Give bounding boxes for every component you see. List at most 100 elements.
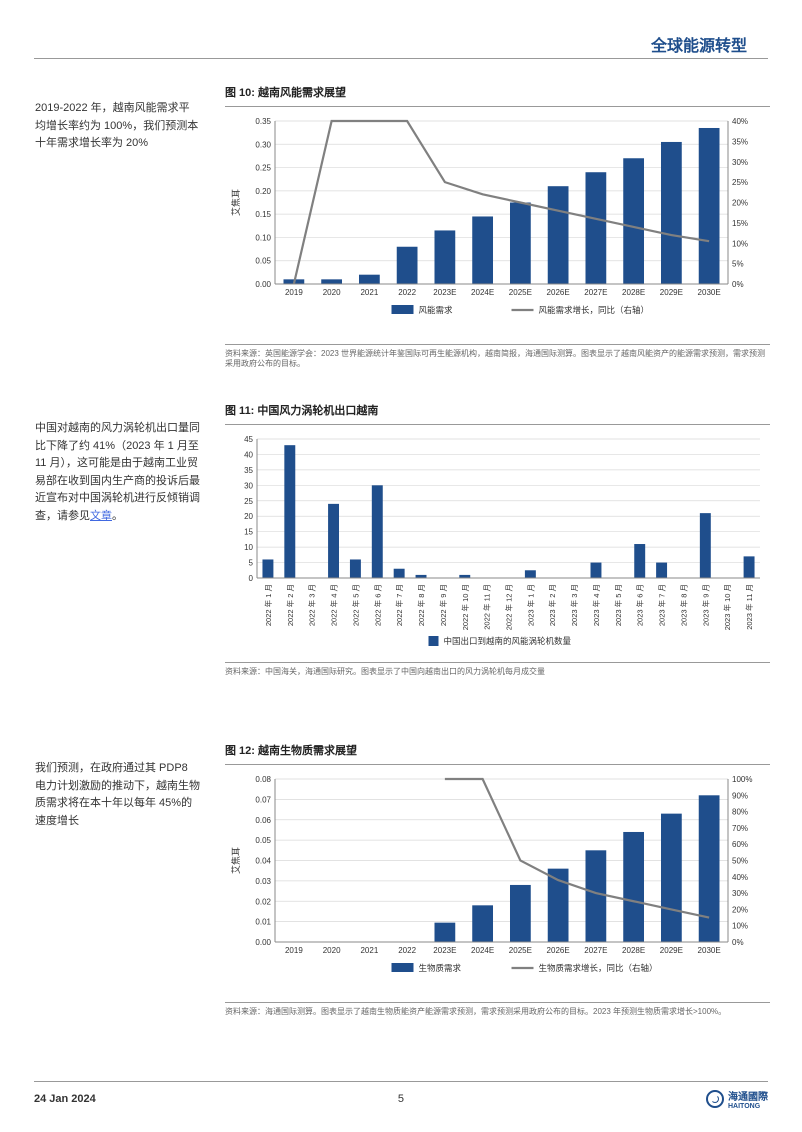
- svg-text:0.05: 0.05: [255, 257, 271, 266]
- chart-11-source: 资料来源：中国海关，海通国际研究。图表显示了中国向越南出口的风力涡轮机每月成交量: [225, 667, 770, 677]
- svg-text:40%: 40%: [732, 873, 748, 882]
- svg-text:2023 年 6 月: 2023 年 6 月: [635, 584, 645, 626]
- svg-text:70%: 70%: [732, 824, 748, 833]
- svg-text:0.08: 0.08: [255, 775, 271, 784]
- chart-10-block: 图 10: 越南风能需求展望 0.00 0.05 0.10 0.15 0.20 0.25 0…: [225, 84, 770, 370]
- svg-text:20%: 20%: [732, 199, 748, 208]
- svg-text:2028E: 2028E: [622, 946, 645, 955]
- svg-text:2025E: 2025E: [509, 288, 532, 297]
- svg-text:0.20: 0.20: [255, 187, 271, 196]
- svg-text:5: 5: [249, 559, 254, 568]
- svg-text:中国出口到越南的风能涡轮机数量: 中国出口到越南的风能涡轮机数量: [444, 636, 572, 646]
- svg-text:0.05: 0.05: [255, 836, 271, 845]
- svg-text:40: 40: [244, 450, 253, 459]
- svg-text:30: 30: [244, 481, 253, 490]
- svg-text:2023E: 2023E: [433, 288, 456, 297]
- svg-text:2022 年 1 月: 2022 年 1 月: [263, 584, 273, 626]
- svg-text:2028E: 2028E: [622, 288, 645, 297]
- svg-text:2022 年 2 月: 2022 年 2 月: [285, 584, 295, 626]
- svg-text:2023E: 2023E: [433, 946, 456, 955]
- article-link[interactable]: 文章: [90, 510, 112, 522]
- svg-text:30%: 30%: [732, 889, 748, 898]
- svg-text:20%: 20%: [732, 905, 748, 914]
- svg-text:2023 年 11 月: 2023 年 11 月: [744, 584, 754, 630]
- header-divider: [34, 58, 768, 59]
- svg-text:2019: 2019: [285, 288, 303, 297]
- svg-text:25%: 25%: [732, 178, 748, 187]
- svg-text:2024E: 2024E: [471, 288, 494, 297]
- svg-text:2023 年 3 月: 2023 年 3 月: [569, 584, 579, 626]
- footer-brand: 海通國際: [728, 1088, 768, 1103]
- svg-text:0.10: 0.10: [255, 233, 271, 242]
- svg-text:2021: 2021: [360, 946, 378, 955]
- svg-text:80%: 80%: [732, 808, 748, 817]
- svg-text:100%: 100%: [732, 775, 752, 784]
- side-note-2: 中国对越南的风力涡轮机出口量同比下降了约 41%（2023 年 1 月至 11 …: [35, 420, 200, 526]
- svg-text:15%: 15%: [732, 219, 748, 228]
- svg-text:50%: 50%: [732, 857, 748, 866]
- svg-text:45: 45: [244, 435, 253, 444]
- svg-text:0.07: 0.07: [255, 795, 271, 804]
- svg-text:0.25: 0.25: [255, 164, 271, 173]
- svg-text:40%: 40%: [732, 117, 748, 126]
- footer-logo: 海通國際 HAITONG: [706, 1088, 768, 1110]
- svg-text:2022 年 10 月: 2022 年 10 月: [460, 584, 470, 630]
- svg-text:0.02: 0.02: [255, 897, 271, 906]
- svg-text:2020: 2020: [323, 946, 341, 955]
- svg-text:20: 20: [244, 512, 253, 521]
- page-header-title: 全球能源转型: [651, 32, 747, 56]
- chart-11-title: 图 11: 中国风力涡轮机出口越南: [225, 402, 770, 418]
- chart-12-source: 资料来源：海通国际测算。图表显示了越南生物质能资产能源需求预测，需求预测采用政府…: [225, 1007, 770, 1017]
- svg-text:2022: 2022: [398, 946, 416, 955]
- svg-text:35%: 35%: [732, 137, 748, 146]
- svg-text:2027E: 2027E: [584, 946, 607, 955]
- svg-text:10%: 10%: [732, 239, 748, 248]
- svg-text:2024E: 2024E: [471, 946, 494, 955]
- side-note-3: 我们预测，在政府通过其 PDP8 电力计划激励的推动下，越南生物质需求将在本十年…: [35, 760, 200, 830]
- svg-text:2029E: 2029E: [660, 288, 683, 297]
- svg-text:0.01: 0.01: [255, 918, 271, 927]
- svg-text:35: 35: [244, 466, 253, 475]
- svg-text:2027E: 2027E: [584, 288, 607, 297]
- svg-text:2023 年 9 月: 2023 年 9 月: [700, 584, 710, 626]
- chart-11-block: 图 11: 中国风力涡轮机出口越南 0510152025303540452022…: [225, 402, 770, 677]
- svg-text:2022 年 9 月: 2022 年 9 月: [438, 584, 448, 626]
- svg-text:2023 年 5 月: 2023 年 5 月: [613, 584, 623, 626]
- svg-text:15: 15: [244, 528, 253, 537]
- svg-text:10: 10: [244, 543, 253, 552]
- svg-text:25: 25: [244, 497, 253, 506]
- svg-text:90%: 90%: [732, 791, 748, 800]
- page-footer: 24 Jan 2024 5 海通國際 HAITONG: [34, 1081, 768, 1110]
- svg-text:0.06: 0.06: [255, 816, 271, 825]
- chart-10-area: 0.000.050.100.150.200.250.300.350%5%10%1…: [225, 106, 770, 345]
- side-note-2-post: 。: [112, 510, 123, 522]
- footer-brand-en: HAITONG: [728, 1103, 768, 1110]
- svg-text:0.04: 0.04: [255, 857, 271, 866]
- svg-text:艾焦耳: 艾焦耳: [230, 847, 241, 874]
- svg-text:0.03: 0.03: [255, 877, 271, 886]
- svg-text:2021: 2021: [360, 288, 378, 297]
- svg-text:5%: 5%: [732, 260, 744, 269]
- svg-text:2025E: 2025E: [509, 946, 532, 955]
- svg-text:2030E: 2030E: [698, 946, 721, 955]
- svg-text:2022 年 6 月: 2022 年 6 月: [372, 584, 382, 626]
- svg-text:30%: 30%: [732, 158, 748, 167]
- svg-text:2022 年 5 月: 2022 年 5 月: [350, 584, 360, 626]
- chart-12-area: 0.000.010.020.030.040.050.060.070.080%10…: [225, 764, 770, 1003]
- svg-text:风能需求增长，同比（右轴）: 风能需求增长，同比（右轴）: [539, 305, 650, 315]
- svg-text:2020: 2020: [323, 288, 341, 297]
- svg-text:2022 年 12 月: 2022 年 12 月: [504, 584, 514, 630]
- chart-10-title: 图 10: 越南风能需求展望: [225, 84, 770, 100]
- svg-text:2023 年 8 月: 2023 年 8 月: [678, 584, 688, 626]
- svg-text:0%: 0%: [732, 938, 744, 947]
- svg-text:2023 年 4 月: 2023 年 4 月: [591, 584, 601, 626]
- svg-text:2023 年 10 月: 2023 年 10 月: [722, 584, 732, 630]
- svg-text:生物质需求: 生物质需求: [419, 963, 462, 973]
- footer-page: 5: [398, 1093, 404, 1105]
- svg-text:0.15: 0.15: [255, 210, 271, 219]
- chart-12-svg: 0.000.010.020.030.040.050.060.070.080%10…: [225, 771, 770, 996]
- svg-text:2022 年 7 月: 2022 年 7 月: [394, 584, 404, 626]
- svg-text:0.00: 0.00: [255, 280, 271, 289]
- svg-text:艾焦耳: 艾焦耳: [230, 189, 241, 216]
- svg-text:0.30: 0.30: [255, 140, 271, 149]
